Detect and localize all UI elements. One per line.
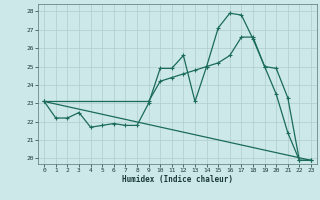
X-axis label: Humidex (Indice chaleur): Humidex (Indice chaleur): [122, 175, 233, 184]
